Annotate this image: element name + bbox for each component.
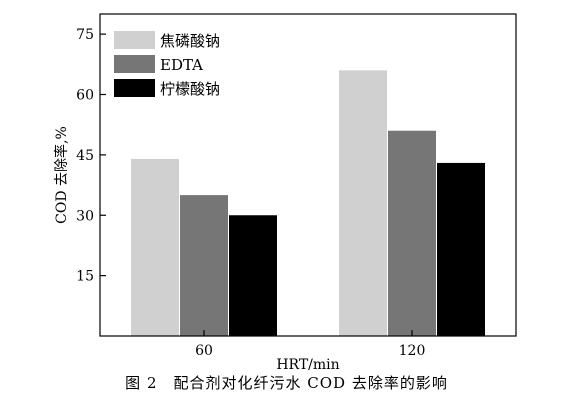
legend-swatch xyxy=(114,55,155,73)
y-tick-label: 30 xyxy=(76,208,94,224)
x-tick-label: 60 xyxy=(195,343,213,359)
legend-label: 焦磷酸钠 xyxy=(160,32,220,50)
y-axis: 15 30 45 60 75 xyxy=(76,27,106,285)
legend-swatch xyxy=(114,31,155,49)
y-axis-label: COD 去除率,% xyxy=(53,126,70,224)
y-tick-label: 45 xyxy=(76,148,94,164)
bar-chart: 15 30 45 60 75 60 120 COD 去除率,% HRT/min 焦磷酸钠 E… xyxy=(53,13,517,372)
bar-60-series-3 xyxy=(229,215,277,336)
x-axis-label: HRT/min xyxy=(276,357,339,372)
plot-frame xyxy=(99,13,517,337)
y-tick-label: 15 xyxy=(76,269,94,285)
y-tick-label: 60 xyxy=(76,88,94,104)
bar-120-series-3 xyxy=(437,162,485,336)
bar-120-series-2 xyxy=(388,130,436,336)
legend-swatch xyxy=(114,79,155,97)
y-tick-label: 75 xyxy=(76,27,94,43)
bar-60-series-1 xyxy=(131,158,179,336)
legend-label: EDTA xyxy=(160,56,203,74)
legend-label: 柠檬酸钠 xyxy=(160,80,220,98)
x-tick-label: 120 xyxy=(399,343,426,359)
bars-layer xyxy=(131,70,485,336)
bar-60-series-2 xyxy=(180,195,228,336)
bar-120-series-1 xyxy=(339,70,387,336)
figure-caption: 图 2 配合剂对化纤污水 COD 去除率的影响 xyxy=(125,374,448,392)
x-axis: 60 120 xyxy=(195,330,425,359)
legend: 焦磷酸钠 EDTA 柠檬酸钠 xyxy=(114,31,220,98)
